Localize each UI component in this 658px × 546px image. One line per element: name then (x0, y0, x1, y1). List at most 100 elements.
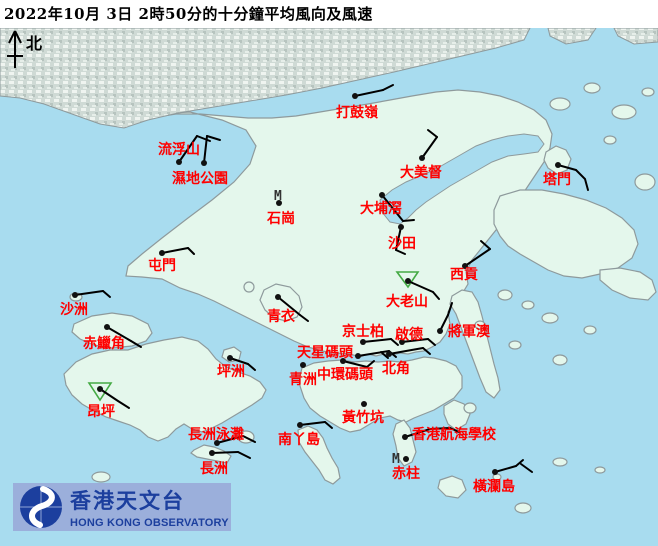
wind-barb (242, 435, 256, 443)
station-label: 沙田 (388, 236, 416, 252)
mainland-new-territories (117, 89, 553, 358)
station-dot (352, 93, 358, 99)
wind-barb (395, 249, 406, 255)
station-central-pier: 中環碼頭 (317, 358, 375, 383)
station-label: 長洲 (200, 461, 228, 477)
wind-barb (203, 135, 208, 164)
southern-island (552, 457, 568, 467)
wind-barb (427, 338, 436, 346)
station-lamma-island: 南丫島 (278, 421, 333, 448)
station-dot (275, 294, 281, 300)
mirs-bay-island (634, 173, 656, 191)
lamma-island-shape (297, 425, 341, 485)
station-dot (72, 292, 78, 298)
station-dot (555, 162, 561, 168)
station-green-island: 青洲 (289, 362, 317, 388)
station-dot (419, 155, 425, 161)
station-shek-kong: M 石崗 (266, 189, 295, 227)
station-label: 青洲 (289, 371, 317, 388)
station-dot (386, 351, 392, 357)
station-label: 昂坪 (87, 404, 115, 420)
station-dot (227, 355, 233, 361)
wind-barb (421, 136, 438, 159)
mirs-bay-island (603, 135, 617, 145)
wind-barb (407, 280, 434, 293)
station-kings-park: 京士柏 (342, 323, 399, 346)
wind-barb (366, 360, 375, 368)
wind-barb (216, 435, 244, 444)
wind-barb (74, 290, 104, 296)
wind-barb (447, 302, 453, 316)
wind-barb (422, 347, 431, 355)
tsing-yi-island (259, 283, 303, 322)
urban-area-shenzhen (0, 28, 658, 129)
wind-barb (247, 363, 256, 371)
station-label: 南丫島 (278, 431, 320, 448)
station-label: 香港航海學校 (411, 426, 497, 443)
wind-barb (390, 338, 399, 346)
po-toi-island (437, 475, 467, 499)
station-lau-fau-shan: 流浮山 (158, 135, 211, 165)
landmass-group (117, 89, 657, 399)
station-label: 青衣 (267, 308, 296, 325)
station-wong-chuk-hang: 黃竹坑 (341, 401, 384, 426)
wind-barb (106, 326, 132, 342)
wind-barb (427, 129, 438, 138)
mirs-bay-island (583, 82, 601, 94)
station-label: 赤鱲角 (83, 335, 125, 352)
wind-barb (464, 248, 491, 267)
hko-logo-icon (20, 486, 62, 528)
station-label: 流浮山 (158, 141, 200, 158)
north-arrow (7, 30, 23, 68)
wind-barb (237, 451, 251, 459)
station-dot (402, 434, 408, 440)
station-label: 京士柏 (342, 323, 384, 340)
port-shelter-island (583, 325, 597, 335)
station-wetland-park: 濕地公園 (172, 135, 228, 187)
station-dot (492, 469, 498, 475)
station-label: 沙洲 (60, 302, 88, 318)
station-label: 北角 (382, 360, 410, 377)
wind-barb (480, 240, 491, 250)
m-marker: M (274, 189, 282, 204)
station-dot (209, 450, 215, 456)
tolo-harbour (379, 133, 545, 225)
station-label: 大埔滘 (360, 200, 402, 217)
wind-barb (324, 421, 333, 429)
ma-wan-island (243, 281, 255, 293)
wind-barb (382, 84, 394, 91)
station-dot (462, 263, 468, 269)
station-sha-tin: 沙田 (388, 224, 416, 255)
station-label: 天星碼頭 (297, 345, 354, 361)
station-dot (300, 362, 306, 368)
wind-barb (515, 459, 524, 467)
wind-barb (229, 357, 249, 365)
high-island (599, 267, 657, 301)
station-label: 黃竹坑 (341, 409, 384, 426)
station-label: 赤柱 (392, 465, 420, 482)
hko-name-chinese: 香港天文台 (70, 488, 185, 513)
mirs-bay-island (641, 87, 655, 97)
station-tai-mei-tuk: 大美督 (400, 129, 442, 181)
station-dot (97, 386, 103, 392)
wind-barb (380, 351, 389, 359)
station-tseung-kwan-o: 將軍澳 (437, 302, 491, 340)
station-cheung-chau: 長洲 (200, 450, 251, 477)
clear-water-bay-peninsula (449, 289, 501, 399)
wind-barb (388, 347, 424, 355)
station-stanley: M赤柱 (392, 452, 420, 482)
wind-barb (432, 291, 440, 300)
climatological-triangle-marker (395, 271, 420, 289)
port-shelter-island (508, 340, 522, 350)
port-shelter-island (474, 320, 486, 330)
wind-barb (494, 465, 517, 473)
station-label: 長洲泳灘 (188, 426, 244, 443)
wind-barb (196, 135, 211, 142)
wind-barb (404, 427, 451, 438)
station-sha-chau: 沙洲 (60, 290, 111, 318)
hko-logo-banner: 香港天文台 HONG KONG OBSERVATORY (13, 483, 231, 531)
station-dot (399, 339, 405, 345)
station-waglan-island: 橫瀾島 (473, 459, 533, 495)
